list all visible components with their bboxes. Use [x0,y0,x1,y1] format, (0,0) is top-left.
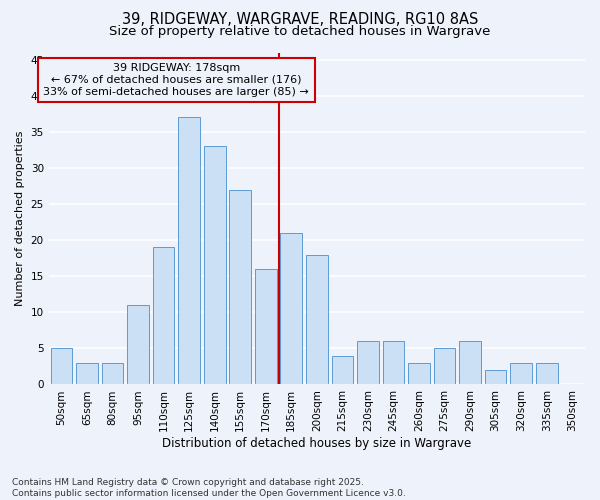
Bar [127,305,149,384]
Text: 39, RIDGEWAY, WARGRAVE, READING, RG10 8AS: 39, RIDGEWAY, WARGRAVE, READING, RG10 8A… [122,12,478,28]
Text: Contains HM Land Registry data © Crown copyright and database right 2025.
Contai: Contains HM Land Registry data © Crown c… [12,478,406,498]
Text: Size of property relative to detached houses in Wargrave: Size of property relative to detached ho… [109,25,491,38]
Bar [357,341,379,384]
Y-axis label: Number of detached properties: Number of detached properties [15,131,25,306]
Bar [229,190,251,384]
Bar [332,356,353,384]
Bar [306,254,328,384]
Bar [255,269,277,384]
Bar [153,248,175,384]
Bar [101,363,124,384]
Bar [510,363,532,384]
Bar [536,363,557,384]
Bar [408,363,430,384]
Bar [76,363,98,384]
Bar [50,348,72,384]
Bar [178,118,200,384]
Bar [485,370,506,384]
Bar [459,341,481,384]
Bar [204,146,226,384]
Bar [280,233,302,384]
Bar [434,348,455,384]
Text: 39 RIDGEWAY: 178sqm
← 67% of detached houses are smaller (176)
33% of semi-detac: 39 RIDGEWAY: 178sqm ← 67% of detached ho… [43,64,309,96]
X-axis label: Distribution of detached houses by size in Wargrave: Distribution of detached houses by size … [162,437,472,450]
Bar [383,341,404,384]
